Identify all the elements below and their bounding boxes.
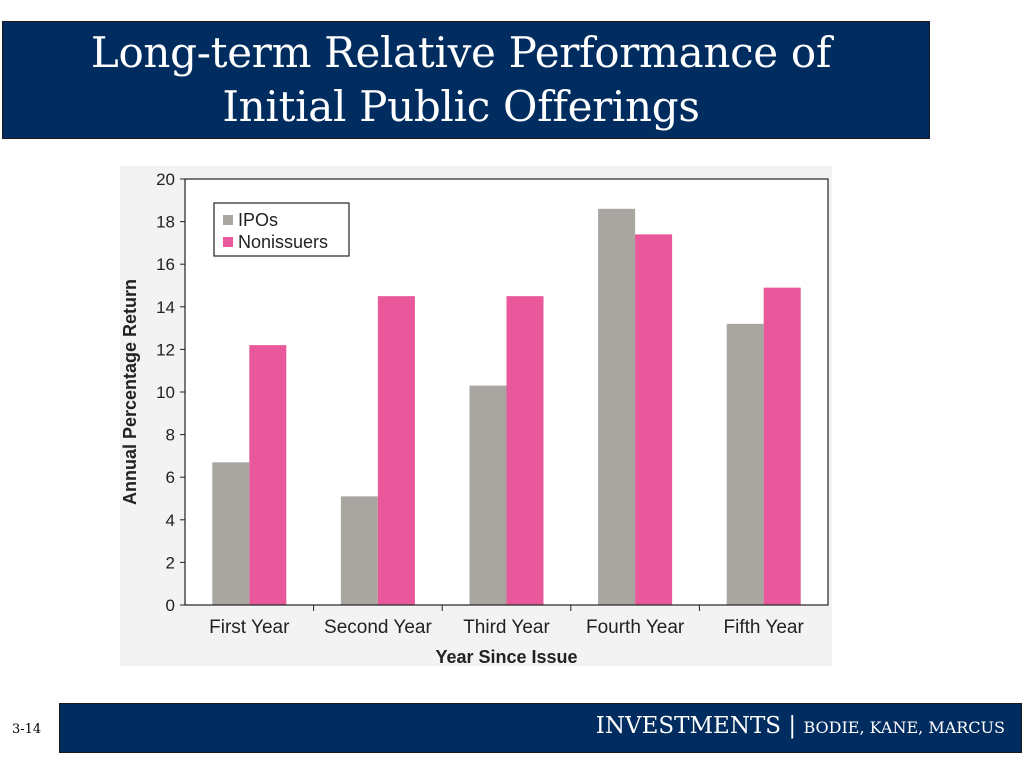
y-axis-label: Annual Percentage Return xyxy=(120,279,140,505)
footer-authors: BODIE, KANE, MARCUS xyxy=(803,718,1005,737)
legend-label-nonissuers: Nonissuers xyxy=(238,232,328,252)
y-tick-label: 14 xyxy=(156,298,175,317)
bar-nonissuers-4 xyxy=(635,234,673,605)
y-tick-label: 8 xyxy=(166,426,175,445)
x-tick-label: Second Year xyxy=(324,617,432,638)
bar-nonissuers-2 xyxy=(377,296,415,605)
x-tick-label: Fifth Year xyxy=(724,617,805,638)
footer-bar: INVESTMENTS | BODIE, KANE, MARCUS xyxy=(59,703,1022,753)
y-tick-label: 4 xyxy=(166,511,175,530)
bar-ipos-1 xyxy=(212,462,250,605)
bar-ipos-5 xyxy=(726,323,764,605)
x-tick-label: Third Year xyxy=(463,617,550,638)
y-tick-label: 6 xyxy=(166,468,175,487)
legend-swatch-ipos xyxy=(223,215,233,225)
bar-chart: First Year Second Year Third Year Fourth Ye… xyxy=(120,170,829,666)
bar-nonissuers-3 xyxy=(506,296,544,605)
y-tick-label: 18 xyxy=(156,213,175,232)
plot-border xyxy=(184,178,829,606)
y-tick-label: 0 xyxy=(166,596,175,615)
slide-title: Long-term Relative Performance of Initia… xyxy=(90,28,832,131)
y-tick-label: 12 xyxy=(156,340,175,359)
title-bar: Long-term Relative Performance of Initia… xyxy=(2,21,930,139)
legend-label-ipos: IPOs xyxy=(238,210,278,230)
footer-book-title: INVESTMENTS | xyxy=(595,713,804,739)
y-tick-label: 16 xyxy=(156,255,175,274)
y-tick-label: 10 xyxy=(156,383,175,402)
slide-number: 3-14 xyxy=(12,722,42,737)
bar-nonissuers-5 xyxy=(763,287,801,605)
chart-panel: First Year Second Year Third Year Fourth Ye… xyxy=(120,166,832,666)
footer-text: INVESTMENTS | BODIE, KANE, MARCUS xyxy=(596,713,1005,739)
legend-swatch-nonissuers xyxy=(223,237,233,247)
bar-nonissuers-1 xyxy=(249,345,287,605)
legend-box xyxy=(213,202,350,257)
x-axis-label: Year Since Issue xyxy=(435,647,577,666)
bar-ipos-3 xyxy=(469,385,507,605)
y-tick-label: 2 xyxy=(166,553,175,572)
y-tick-label: 20 xyxy=(156,170,175,189)
bar-ipos-4 xyxy=(598,208,636,605)
bar-ipos-2 xyxy=(340,496,378,605)
x-tick-label: Fourth Year xyxy=(586,617,685,638)
x-tick-label: First Year xyxy=(209,617,290,638)
